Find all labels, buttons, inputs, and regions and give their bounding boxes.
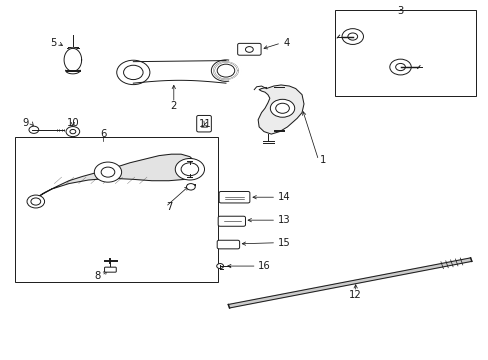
Circle shape bbox=[101, 167, 115, 177]
Circle shape bbox=[186, 184, 195, 190]
Text: 13: 13 bbox=[277, 215, 290, 225]
Text: 12: 12 bbox=[348, 291, 361, 301]
Bar bbox=[334, 10, 475, 96]
FancyBboxPatch shape bbox=[104, 267, 116, 272]
Circle shape bbox=[29, 126, 39, 134]
Circle shape bbox=[211, 60, 240, 81]
Text: 7: 7 bbox=[166, 202, 172, 212]
Text: 9: 9 bbox=[22, 118, 29, 128]
Circle shape bbox=[245, 46, 253, 52]
Circle shape bbox=[117, 60, 150, 85]
Polygon shape bbox=[228, 258, 471, 308]
FancyBboxPatch shape bbox=[196, 116, 211, 132]
Circle shape bbox=[70, 130, 76, 134]
FancyBboxPatch shape bbox=[217, 240, 239, 249]
Circle shape bbox=[31, 198, 41, 205]
Text: 16: 16 bbox=[258, 261, 270, 271]
FancyBboxPatch shape bbox=[237, 43, 261, 55]
Polygon shape bbox=[29, 154, 198, 204]
Circle shape bbox=[181, 163, 198, 176]
Text: 15: 15 bbox=[277, 238, 290, 248]
Polygon shape bbox=[258, 85, 304, 134]
Bar bbox=[15, 137, 217, 282]
Circle shape bbox=[175, 158, 204, 180]
Text: 3: 3 bbox=[397, 6, 403, 16]
Circle shape bbox=[347, 33, 357, 40]
Text: 11: 11 bbox=[199, 120, 211, 129]
Circle shape bbox=[216, 264, 223, 269]
Text: 8: 8 bbox=[94, 271, 101, 281]
Text: 10: 10 bbox=[66, 118, 79, 128]
Text: 1: 1 bbox=[320, 155, 326, 165]
Circle shape bbox=[123, 65, 143, 80]
Circle shape bbox=[395, 63, 405, 71]
Text: 5: 5 bbox=[50, 38, 57, 48]
Circle shape bbox=[341, 29, 363, 44]
Text: 4: 4 bbox=[283, 38, 289, 48]
Text: 14: 14 bbox=[277, 192, 290, 202]
Circle shape bbox=[94, 162, 122, 182]
Circle shape bbox=[275, 103, 289, 113]
Circle shape bbox=[27, 195, 44, 208]
Polygon shape bbox=[64, 48, 81, 71]
FancyBboxPatch shape bbox=[218, 216, 245, 226]
Text: 6: 6 bbox=[100, 129, 106, 139]
Circle shape bbox=[270, 99, 294, 117]
FancyBboxPatch shape bbox=[219, 192, 249, 203]
Text: 2: 2 bbox=[170, 102, 177, 112]
Circle shape bbox=[389, 59, 410, 75]
Circle shape bbox=[217, 64, 234, 77]
Circle shape bbox=[66, 127, 80, 136]
